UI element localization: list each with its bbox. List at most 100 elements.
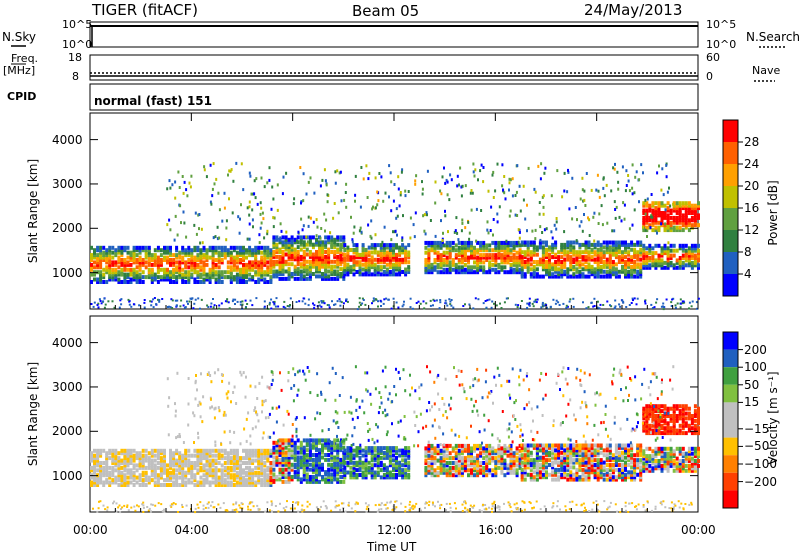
clutter-cell <box>168 305 171 308</box>
echo-cell <box>199 250 203 255</box>
echo-cell <box>235 453 239 458</box>
clutter-cell <box>334 303 337 306</box>
echo-cell <box>349 257 353 262</box>
echo-cell <box>376 267 380 272</box>
scatter-cell <box>583 198 586 202</box>
echo-cell <box>281 242 285 247</box>
echo-cell <box>633 247 637 252</box>
echo-cell <box>385 448 389 453</box>
echo-cell <box>220 260 224 265</box>
echo-cell <box>448 260 452 265</box>
echo-cell <box>535 472 539 477</box>
echo-cell <box>379 272 383 277</box>
scatter-cell <box>555 220 558 224</box>
scatter-cell <box>354 199 356 203</box>
clutter-cell <box>631 297 634 300</box>
echo-cell <box>217 245 221 250</box>
echo-cell <box>424 262 428 267</box>
echo-cell <box>503 255 507 260</box>
echo-cell <box>575 269 579 274</box>
scatter-cell <box>339 170 342 174</box>
echo-cell <box>388 265 392 270</box>
scatter-cell <box>253 179 256 183</box>
echo-cell <box>463 245 467 250</box>
echo-cell <box>141 245 145 250</box>
echo-cell <box>293 252 297 257</box>
echo-cell <box>370 255 374 260</box>
echo-cell <box>605 269 609 274</box>
echo-cell <box>596 252 600 257</box>
echo-cell <box>111 480 115 485</box>
echo-cell <box>305 460 309 465</box>
echo-cell <box>512 248 516 253</box>
echo-cell <box>284 453 288 457</box>
echo-cell <box>404 446 408 451</box>
scatter-cell <box>413 235 416 239</box>
echo-cell <box>269 463 273 468</box>
echo-cell <box>352 257 356 262</box>
echo-cell <box>358 255 362 260</box>
echo-cell <box>554 472 558 477</box>
echo-cell <box>263 270 267 275</box>
echo-cell <box>214 473 218 478</box>
echo-cell <box>327 448 331 453</box>
echo-cell <box>593 257 597 262</box>
echo-cell <box>596 465 600 470</box>
echo-cell <box>473 456 476 461</box>
echo-cell <box>96 483 100 487</box>
echo-cell <box>500 448 504 453</box>
echo-cell <box>584 475 588 480</box>
echo-cell <box>557 450 561 455</box>
echo-cell <box>232 262 236 267</box>
echo-cell <box>229 458 233 463</box>
clutter-cell <box>161 298 164 300</box>
echo-cell <box>457 240 461 245</box>
echo-cell <box>172 475 176 480</box>
echo-cell <box>129 458 133 463</box>
scatter-cell <box>581 229 584 233</box>
echo-cell <box>470 243 473 248</box>
echo-cell <box>281 245 285 250</box>
echo-cell <box>636 264 640 269</box>
echo-cell <box>690 265 694 270</box>
echo-cell <box>248 461 252 465</box>
echo-cell <box>482 270 486 275</box>
echo-cell <box>169 475 172 480</box>
echo-cell <box>260 456 264 461</box>
echo-cell <box>150 458 154 463</box>
echo-cell <box>132 253 136 258</box>
echo-cell <box>581 477 585 482</box>
echo-cell <box>120 248 124 253</box>
echo-cell <box>645 258 649 263</box>
scatter-cell <box>256 202 259 206</box>
echo-cell <box>114 453 118 458</box>
echo-cell <box>566 250 570 255</box>
echo-cell <box>239 483 242 487</box>
echo-cell <box>181 258 185 262</box>
echo-cell <box>554 260 558 264</box>
echo-cell <box>584 477 588 482</box>
clutter-cell <box>526 302 529 305</box>
clutter-cell <box>609 304 611 307</box>
echo-cell <box>578 245 582 250</box>
echo-cell <box>491 451 495 456</box>
echo-cell <box>666 223 670 228</box>
echo-cell <box>520 455 524 460</box>
echo-cell <box>442 453 446 458</box>
echo-cell <box>572 458 576 463</box>
echo-cell <box>220 270 224 275</box>
echo-cell <box>358 272 362 277</box>
echo-cell <box>515 258 519 262</box>
echo-cell <box>290 477 294 482</box>
echo-cell <box>388 255 392 260</box>
echo-cell <box>284 450 288 455</box>
echo-cell <box>503 253 507 258</box>
echo-cell <box>509 243 513 248</box>
echo-cell <box>159 475 163 480</box>
clutter-cell <box>179 305 182 308</box>
echo-cell <box>678 260 682 265</box>
echo-cell <box>138 245 142 250</box>
echo-cell <box>506 250 510 255</box>
scatter-cell <box>597 222 600 225</box>
echo-cell <box>506 243 510 248</box>
